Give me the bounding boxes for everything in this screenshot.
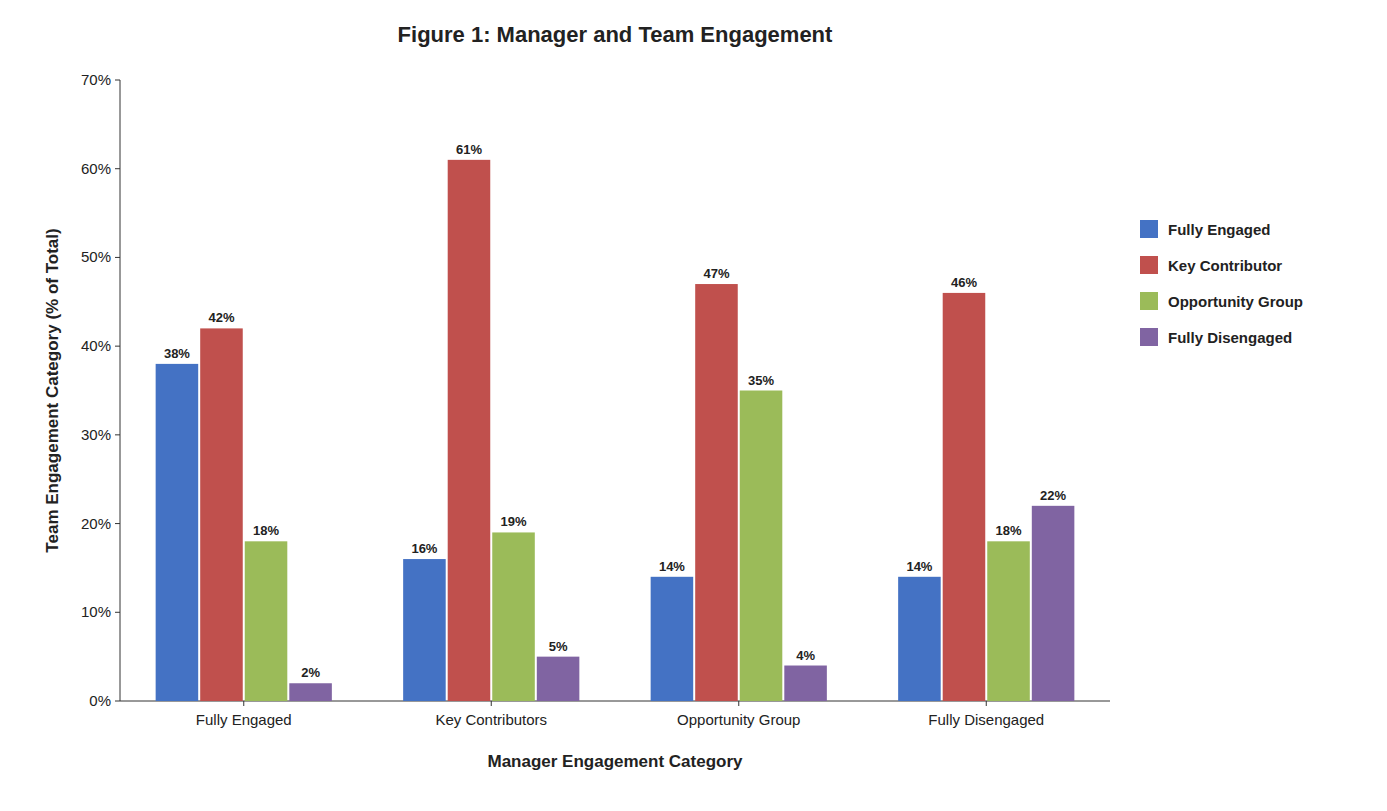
legend-label: Opportunity Group (1168, 293, 1303, 310)
y-tick (115, 612, 120, 613)
data-label: 46% (951, 275, 977, 290)
y-tick-label: 10% (81, 603, 111, 620)
y-tick (115, 257, 120, 258)
bar (245, 541, 288, 701)
y-tick-label: 20% (81, 515, 111, 532)
data-label: 16% (411, 541, 437, 556)
legend-label: Fully Disengaged (1168, 329, 1292, 346)
data-label: 22% (1040, 488, 1066, 503)
data-label: 35% (748, 373, 774, 388)
y-axis-line (120, 80, 121, 701)
y-tick-label: 40% (81, 337, 111, 354)
x-tick (986, 701, 987, 706)
bars (156, 160, 1075, 701)
y-tick (115, 434, 120, 435)
y-tick-label: 30% (81, 426, 111, 443)
x-tick-label: Opportunity Group (677, 711, 800, 728)
data-label: 42% (208, 310, 234, 325)
bar (740, 391, 783, 702)
y-tick-label: 70% (81, 71, 111, 88)
x-tick-label: Fully Disengaged (928, 711, 1044, 728)
bar (987, 541, 1030, 701)
x-tick-label: Key Contributors (435, 711, 547, 728)
legend-swatch (1140, 328, 1158, 346)
chart: Figure 1: Manager and Team Engagement 0% 1… (0, 0, 1387, 811)
legend-label: Fully Engaged (1168, 221, 1271, 238)
bar (403, 559, 446, 701)
data-label: 2% (301, 665, 320, 680)
data-label: 18% (253, 523, 279, 538)
title: Figure 1: Manager and Team Engagement (398, 22, 833, 47)
x-axis-label: Manager Engagement Category (487, 752, 743, 771)
legend-swatch (1140, 256, 1158, 274)
bar (943, 293, 986, 701)
data-label: 47% (703, 266, 729, 281)
y-tick (115, 80, 120, 81)
legend-swatch (1140, 220, 1158, 238)
bar (784, 666, 827, 701)
bar (651, 577, 694, 701)
x-tick (738, 701, 739, 706)
legend-label: Key Contributor (1168, 257, 1282, 274)
bar (156, 364, 199, 701)
bar (492, 532, 535, 701)
x-axis: Fully Engaged Key Contributors Opportunity… (120, 701, 1110, 771)
y-axis: 0% 10% 20% 30% 40% 50% 60% 70% Team Engagement C… (43, 71, 120, 709)
y-tick-label: 50% (81, 248, 111, 265)
y-tick-label: 60% (81, 160, 111, 177)
data-label: 5% (549, 639, 568, 654)
data-label: 61% (456, 142, 482, 157)
bar (537, 657, 580, 701)
bar (1032, 506, 1075, 701)
x-tick (243, 701, 244, 706)
data-label: 38% (164, 346, 190, 361)
y-tick (115, 168, 120, 169)
bar (289, 683, 332, 701)
data-label: 19% (501, 514, 527, 529)
data-labels: 38% 16% 14% 14% 42% 61% 47% 46% 18% 19% 35% 18% 2% 5%… (164, 142, 1067, 680)
data-label: 4% (796, 648, 815, 663)
bar (200, 328, 243, 701)
data-label: 14% (906, 559, 932, 574)
y-tick-label: 0% (89, 692, 111, 709)
y-axis-label: Team Engagement Category (% of Total) (43, 228, 62, 552)
bar (898, 577, 941, 701)
legend: Fully Engaged Key Contributor Opportunity … (1140, 220, 1303, 346)
data-label: 14% (659, 559, 685, 574)
x-tick-label: Fully Engaged (196, 711, 292, 728)
y-tick (115, 346, 120, 347)
y-tick (115, 701, 120, 702)
data-label: 18% (996, 523, 1022, 538)
x-tick (491, 701, 492, 706)
legend-swatch (1140, 292, 1158, 310)
bar (448, 160, 491, 701)
y-tick (115, 523, 120, 524)
bar (695, 284, 738, 701)
